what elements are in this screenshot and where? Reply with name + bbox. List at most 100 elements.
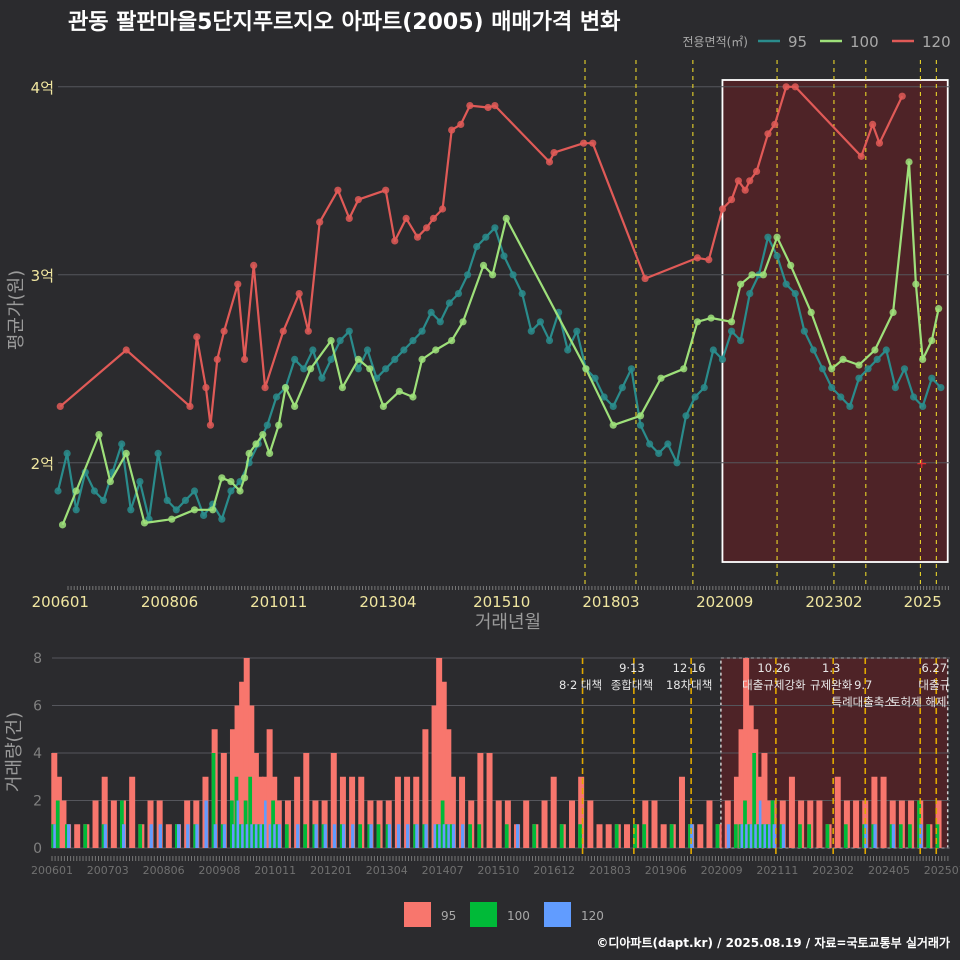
data-point-120	[220, 327, 228, 335]
data-point-120	[202, 384, 210, 392]
data-point-95	[846, 402, 854, 410]
data-point-95	[227, 487, 235, 495]
policy-annotation: 대출규	[918, 678, 950, 692]
data-point-95	[718, 355, 727, 363]
bar-95	[743, 658, 750, 848]
data-point-120	[875, 139, 884, 147]
bar-100	[339, 824, 344, 848]
data-point-120	[193, 333, 201, 341]
x-tick-label: 200601	[32, 593, 89, 611]
data-point-100	[889, 308, 897, 316]
data-point-95	[609, 402, 617, 410]
data-point-95	[682, 412, 690, 420]
data-point-95	[791, 290, 799, 298]
bar-x-tick-label: 201304	[366, 864, 408, 877]
data-point-95	[336, 337, 344, 345]
bar-95	[706, 800, 713, 848]
bar-95	[445, 729, 452, 848]
bar-120	[186, 824, 190, 848]
bar-95	[303, 753, 310, 848]
x-tick-label: 202302	[805, 593, 862, 611]
policy-annotation: 6.27	[921, 661, 947, 675]
bar-100	[445, 824, 450, 848]
bar-100	[908, 824, 912, 848]
bar-legend-key-120	[544, 902, 571, 927]
bar-100	[83, 824, 88, 848]
bar-100	[303, 824, 308, 848]
bar-x-tick-label: 202507	[924, 864, 960, 877]
x-tick-label: 202009	[696, 593, 753, 611]
bar-100	[284, 824, 289, 848]
data-point-95	[136, 478, 144, 486]
data-point-95	[773, 252, 781, 260]
bar-95	[92, 800, 99, 848]
bar-100	[234, 776, 239, 848]
bar-95	[422, 729, 429, 848]
bar-95	[404, 776, 411, 848]
bar-120	[332, 824, 337, 848]
bar-x-tick-label: 200806	[143, 864, 185, 877]
policy-annotation: 12·16	[673, 661, 706, 675]
bar-95	[101, 776, 108, 848]
bar-120	[451, 824, 456, 848]
bar-100	[715, 824, 720, 848]
bar-x-tick-label: 201011	[254, 864, 296, 877]
legend-title: 전용면적(㎡)	[682, 35, 748, 49]
bar-95	[440, 681, 447, 848]
data-point-120	[213, 355, 221, 363]
bar-120	[122, 824, 126, 848]
data-point-100	[759, 271, 768, 279]
bar-120	[264, 800, 268, 848]
data-point-95	[746, 290, 754, 298]
bar-120	[67, 824, 71, 848]
bar-100	[468, 824, 472, 848]
bar-100	[65, 824, 69, 848]
bar-100	[825, 824, 830, 848]
bar-95	[523, 800, 530, 848]
data-point-120	[727, 196, 736, 204]
bar-95	[459, 776, 466, 848]
bar-120	[296, 824, 300, 848]
bar-95	[880, 776, 887, 848]
data-point-95	[818, 365, 827, 373]
data-point-100	[252, 440, 260, 448]
data-point-95	[891, 384, 899, 392]
data-point-100	[95, 431, 103, 439]
data-point-95	[454, 290, 463, 298]
data-point-100	[680, 365, 688, 373]
data-point-120	[345, 214, 353, 222]
data-point-100	[379, 402, 387, 410]
data-point-120	[304, 327, 312, 335]
data-point-95	[882, 346, 890, 354]
data-point-100	[366, 365, 374, 373]
data-point-100	[209, 506, 217, 514]
bar-95	[110, 800, 117, 848]
data-point-100	[236, 487, 244, 495]
data-point-95	[782, 280, 790, 288]
bar-100	[436, 824, 440, 848]
bar-100	[798, 824, 802, 848]
data-point-95	[318, 374, 326, 382]
bar-100	[779, 824, 784, 848]
data-point-95	[154, 449, 162, 457]
data-point-95	[545, 337, 554, 345]
bar-100	[220, 824, 225, 848]
bar-95	[495, 800, 502, 848]
bar-120	[241, 824, 245, 848]
bar-y-tick-label: 2	[33, 794, 42, 810]
data-point-95	[664, 440, 672, 448]
bar-120	[406, 824, 410, 848]
bar-95	[358, 776, 365, 848]
data-point-120	[391, 237, 399, 245]
bar-95	[569, 800, 576, 848]
data-point-120	[354, 196, 362, 204]
bar-x-tick-label: 202405	[868, 864, 910, 877]
y-tick-label: 3억	[31, 267, 54, 285]
data-point-95	[363, 346, 372, 354]
bar-95	[413, 776, 420, 848]
data-point-100	[773, 233, 781, 241]
bar-95	[349, 776, 356, 848]
data-point-100	[281, 384, 290, 392]
bar-100	[532, 824, 537, 848]
